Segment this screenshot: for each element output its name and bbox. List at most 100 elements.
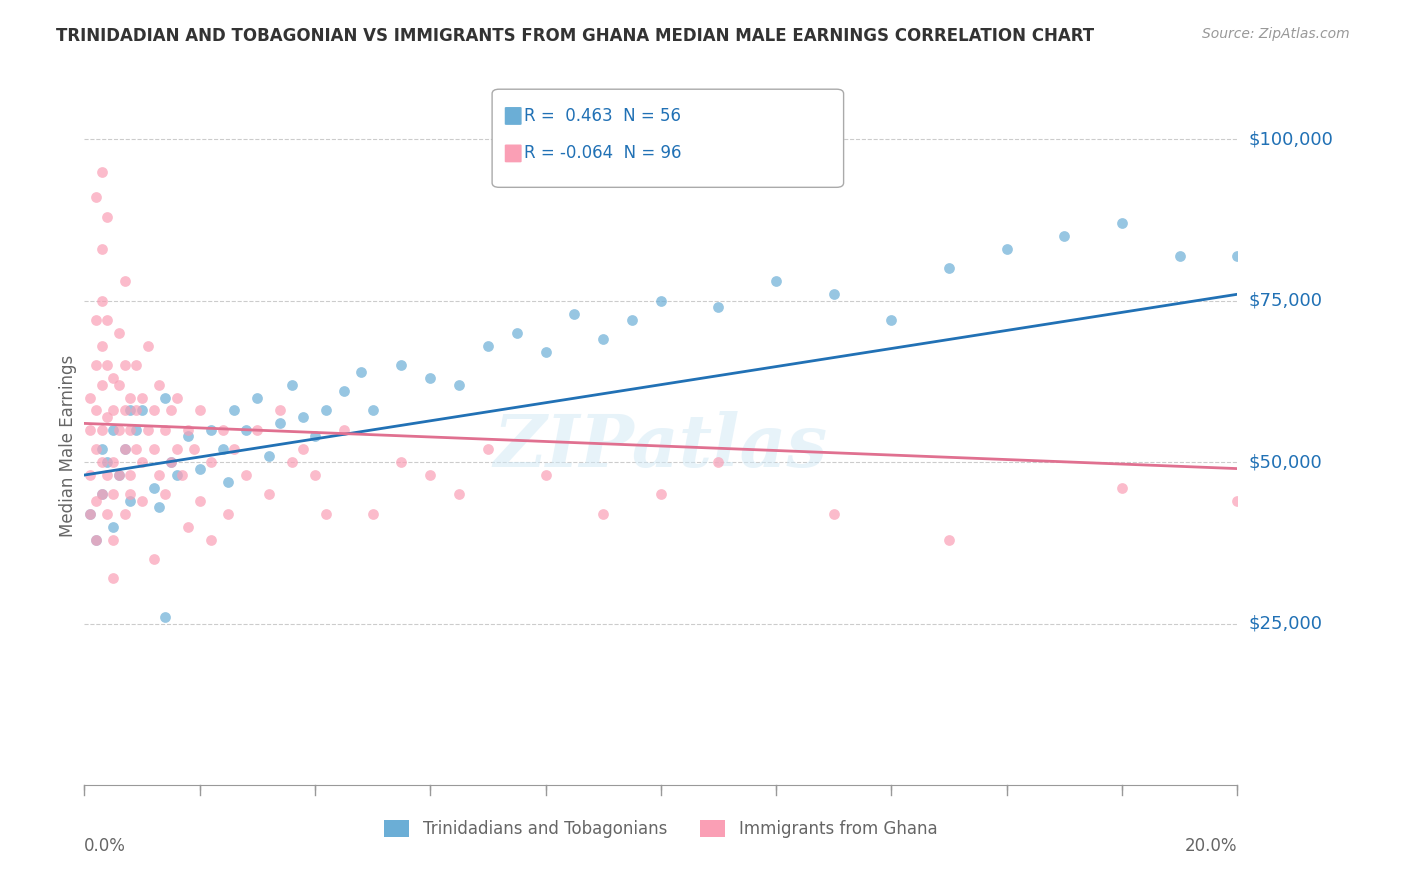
- Point: [166, 391, 188, 405]
- Point: [120, 391, 142, 405]
- Point: [166, 468, 188, 483]
- Point: [90, 423, 112, 437]
- Text: $75,000: $75,000: [1249, 292, 1323, 310]
- Point: [765, 274, 787, 288]
- Point: [246, 391, 269, 405]
- Point: [177, 423, 200, 437]
- Point: [650, 293, 672, 308]
- Point: [281, 377, 304, 392]
- Point: [96, 313, 118, 327]
- Point: [1226, 248, 1249, 262]
- Text: R = -0.064  N = 96: R = -0.064 N = 96: [524, 145, 682, 162]
- Point: [108, 423, 131, 437]
- Point: [506, 326, 529, 340]
- Point: [995, 242, 1018, 256]
- Point: [84, 313, 107, 327]
- Point: [707, 300, 730, 314]
- Point: [90, 293, 112, 308]
- Text: TRINIDADIAN AND TOBAGONIAN VS IMMIGRANTS FROM GHANA MEDIAN MALE EARNINGS CORRELA: TRINIDADIAN AND TOBAGONIAN VS IMMIGRANTS…: [56, 27, 1094, 45]
- Point: [108, 468, 131, 483]
- Point: [707, 455, 730, 469]
- Point: [90, 487, 112, 501]
- Point: [125, 403, 148, 417]
- Text: ZIPatlas: ZIPatlas: [494, 410, 828, 482]
- Point: [257, 449, 280, 463]
- Point: [90, 487, 112, 501]
- Point: [108, 377, 131, 392]
- Point: [449, 377, 471, 392]
- Point: [361, 507, 384, 521]
- Point: [90, 442, 112, 457]
- Point: [90, 242, 112, 256]
- Point: [361, 403, 384, 417]
- Point: [153, 610, 176, 624]
- Point: [103, 423, 124, 437]
- Point: [391, 455, 413, 469]
- Point: [419, 468, 441, 483]
- Point: [938, 261, 960, 276]
- Point: [103, 455, 124, 469]
- Point: [315, 507, 337, 521]
- Point: [153, 391, 176, 405]
- Point: [477, 339, 499, 353]
- Point: [79, 423, 101, 437]
- Point: [84, 359, 107, 373]
- Point: [79, 507, 101, 521]
- Point: [131, 403, 153, 417]
- Point: [120, 403, 142, 417]
- Point: [246, 423, 269, 437]
- Point: [292, 442, 315, 457]
- Point: [148, 377, 170, 392]
- Point: [534, 468, 557, 483]
- Point: [177, 519, 200, 533]
- Point: [823, 287, 845, 301]
- Point: [1226, 494, 1249, 508]
- Point: [1053, 229, 1076, 244]
- Point: [96, 507, 118, 521]
- Point: [120, 494, 142, 508]
- Point: [148, 500, 170, 515]
- Point: [114, 442, 136, 457]
- Point: [650, 487, 672, 501]
- Point: [188, 494, 211, 508]
- Point: [257, 487, 280, 501]
- Point: [90, 339, 112, 353]
- Point: [333, 423, 356, 437]
- Point: [269, 417, 291, 431]
- Text: Source: ZipAtlas.com: Source: ZipAtlas.com: [1202, 27, 1350, 41]
- Point: [281, 455, 304, 469]
- Point: [114, 359, 136, 373]
- Point: [131, 391, 153, 405]
- Point: [269, 403, 291, 417]
- Point: [200, 423, 222, 437]
- Text: $50,000: $50,000: [1249, 453, 1323, 471]
- Text: $100,000: $100,000: [1249, 130, 1334, 148]
- Point: [79, 507, 101, 521]
- Point: [84, 190, 107, 204]
- Point: [125, 359, 148, 373]
- Point: [103, 571, 124, 585]
- Point: [96, 359, 118, 373]
- Point: [103, 519, 124, 533]
- Point: [188, 403, 211, 417]
- Text: 20.0%: 20.0%: [1185, 837, 1237, 855]
- Point: [315, 403, 337, 417]
- Point: [142, 552, 165, 566]
- Point: [114, 442, 136, 457]
- Point: [823, 507, 845, 521]
- Point: [142, 403, 165, 417]
- Point: [96, 210, 118, 224]
- Point: [114, 403, 136, 417]
- Point: [200, 455, 222, 469]
- Point: [938, 533, 960, 547]
- Point: [96, 468, 118, 483]
- Y-axis label: Median Male Earnings: Median Male Earnings: [59, 355, 77, 537]
- Point: [108, 468, 131, 483]
- Point: [131, 494, 153, 508]
- Point: [160, 455, 183, 469]
- Point: [235, 468, 257, 483]
- Point: [79, 391, 101, 405]
- Point: [218, 475, 240, 489]
- Point: [304, 429, 326, 443]
- Point: [211, 423, 233, 437]
